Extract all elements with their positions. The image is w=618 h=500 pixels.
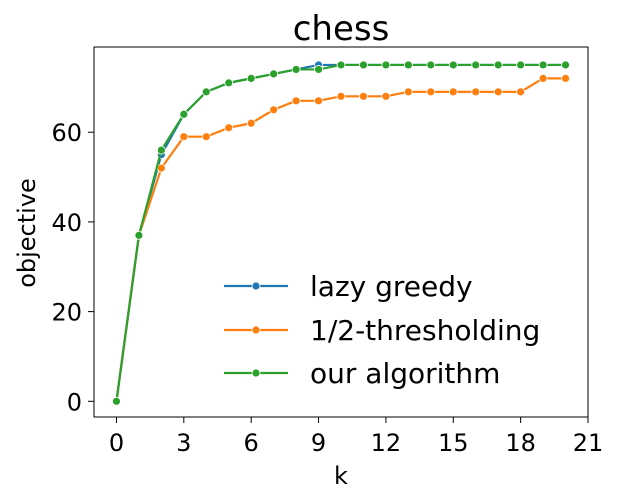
data-point (561, 60, 570, 70)
y-tick-label: 20 (51, 299, 82, 327)
data-point (269, 105, 279, 115)
data-point (403, 87, 413, 97)
data-point (246, 118, 256, 128)
data-point (291, 96, 301, 106)
data-point (471, 87, 481, 97)
data-point (538, 73, 548, 83)
data-point (516, 87, 526, 97)
x-tick-label: 18 (505, 429, 536, 457)
x-tick-label: 9 (311, 429, 326, 457)
data-point (448, 87, 458, 97)
data-point (314, 65, 323, 74)
x-tick-label: 6 (244, 429, 259, 457)
data-point (381, 91, 391, 101)
data-point (493, 87, 503, 97)
data-point (336, 91, 346, 101)
data-point (426, 87, 436, 97)
y-axis-label: objective (13, 178, 41, 288)
data-point (359, 91, 368, 101)
data-point (246, 73, 256, 83)
data-point (156, 163, 166, 173)
data-point (224, 78, 234, 88)
plot-frame (93, 46, 589, 418)
data-point (538, 60, 548, 70)
data-point (426, 60, 436, 70)
legend-label-2: our algorithm (310, 357, 500, 390)
data-point (516, 60, 526, 70)
data-point (471, 60, 481, 70)
data-point (224, 123, 234, 133)
legend-label-1: 1/2-thresholding (310, 314, 540, 347)
y-tick-label: 0 (67, 388, 82, 416)
legend-marker-0 (251, 281, 261, 291)
legend-label-0: lazy greedy (310, 270, 473, 303)
data-point (201, 87, 211, 97)
data-point (112, 396, 121, 406)
data-point (314, 96, 323, 106)
series-line-1 (115, 77, 566, 402)
data-point (291, 65, 301, 74)
data-point (493, 60, 503, 70)
y-tick-label: 60 (51, 119, 82, 147)
data-point (134, 230, 144, 240)
legend-marker-2 (251, 368, 261, 378)
x-tick-label: 21 (573, 429, 604, 457)
x-tick-label: 0 (109, 429, 124, 457)
data-point (448, 60, 458, 70)
data-point (381, 60, 391, 70)
data-point (359, 60, 368, 70)
chart-title: chess (293, 9, 390, 49)
legend-marker-1 (251, 325, 261, 335)
data-point (336, 60, 346, 70)
data-point (179, 132, 189, 142)
data-point (201, 132, 211, 142)
data-point (156, 145, 166, 155)
data-point (179, 109, 189, 119)
legend: lazy greedy 1/2-thresholding our algorithm (224, 270, 540, 390)
y-tick-label: 40 (51, 209, 82, 237)
data-point (561, 73, 570, 83)
axes: 0 3 6 9 12 15 18 21 0 20 40 60 (51, 46, 604, 457)
x-tick-label: 12 (371, 429, 402, 457)
data-point (403, 60, 413, 70)
plot-area (112, 60, 570, 406)
data-point (269, 69, 279, 79)
x-tick-label: 15 (438, 429, 469, 457)
x-tick-label: 3 (176, 429, 191, 457)
x-axis-label: k (334, 462, 348, 490)
